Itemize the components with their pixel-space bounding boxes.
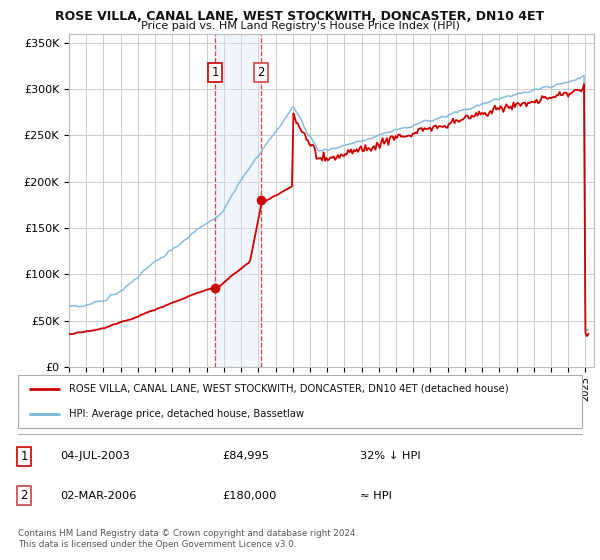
Text: 2: 2 bbox=[257, 66, 265, 79]
Text: Contains HM Land Registry data © Crown copyright and database right 2024.
This d: Contains HM Land Registry data © Crown c… bbox=[18, 529, 358, 549]
Text: ≈ HPI: ≈ HPI bbox=[360, 491, 392, 501]
FancyBboxPatch shape bbox=[18, 375, 582, 428]
Bar bbox=[215, 34, 261, 367]
Text: HPI: Average price, detached house, Bassetlaw: HPI: Average price, detached house, Bass… bbox=[69, 408, 304, 418]
Text: 2: 2 bbox=[20, 489, 28, 502]
Text: Price paid vs. HM Land Registry's House Price Index (HPI): Price paid vs. HM Land Registry's House … bbox=[140, 21, 460, 31]
Text: 1: 1 bbox=[212, 66, 219, 79]
Text: 04-JUL-2003: 04-JUL-2003 bbox=[60, 451, 130, 461]
Text: £84,995: £84,995 bbox=[222, 451, 269, 461]
Text: ROSE VILLA, CANAL LANE, WEST STOCKWITH, DONCASTER, DN10 4ET: ROSE VILLA, CANAL LANE, WEST STOCKWITH, … bbox=[55, 10, 545, 22]
Text: ROSE VILLA, CANAL LANE, WEST STOCKWITH, DONCASTER, DN10 4ET (detached house): ROSE VILLA, CANAL LANE, WEST STOCKWITH, … bbox=[69, 384, 508, 394]
Text: 32% ↓ HPI: 32% ↓ HPI bbox=[360, 451, 421, 461]
Text: 1: 1 bbox=[20, 450, 28, 463]
Text: £180,000: £180,000 bbox=[222, 491, 277, 501]
Text: 02-MAR-2006: 02-MAR-2006 bbox=[60, 491, 136, 501]
